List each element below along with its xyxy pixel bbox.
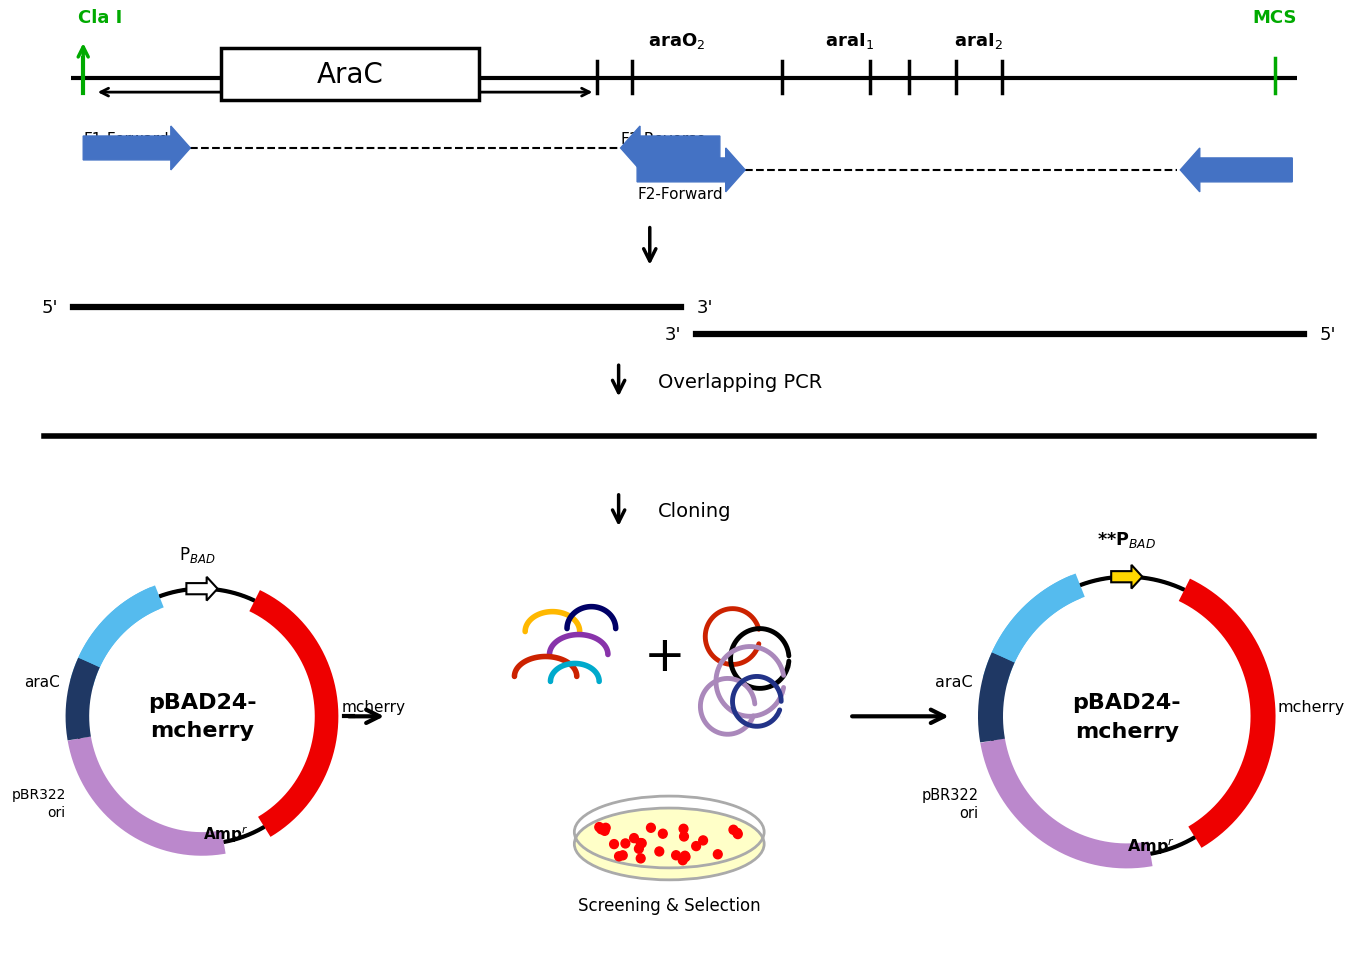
Circle shape	[681, 852, 690, 861]
Polygon shape	[186, 578, 217, 601]
Text: 5': 5'	[41, 299, 58, 317]
Polygon shape	[1181, 149, 1292, 192]
Text: Screening & Selection: Screening & Selection	[578, 896, 761, 914]
Text: Amp$^r$: Amp$^r$	[1127, 836, 1176, 856]
Text: **P$_{BAD}$: **P$_{BAD}$	[1097, 530, 1157, 550]
Circle shape	[614, 851, 624, 861]
Text: 3': 3'	[697, 299, 713, 317]
Circle shape	[678, 856, 688, 865]
Text: F1-Forward: F1-Forward	[83, 132, 169, 147]
Circle shape	[671, 850, 681, 860]
Text: mcherry: mcherry	[341, 699, 405, 714]
Text: Amp$^r$: Amp$^r$	[204, 825, 249, 845]
Text: pBR322: pBR322	[921, 787, 978, 801]
Text: araC: araC	[24, 675, 60, 689]
Circle shape	[713, 850, 722, 859]
Circle shape	[636, 839, 646, 848]
Circle shape	[680, 825, 688, 833]
Circle shape	[629, 834, 639, 843]
Text: AraC: AraC	[317, 62, 383, 89]
Text: F1-Reverse: F1-Reverse	[621, 132, 707, 147]
Circle shape	[655, 847, 663, 856]
Circle shape	[681, 851, 689, 860]
Polygon shape	[83, 127, 190, 171]
Circle shape	[637, 839, 646, 848]
Text: pBAD24-: pBAD24-	[148, 693, 257, 713]
Text: araC: araC	[935, 675, 973, 689]
Text: ori: ori	[48, 805, 65, 819]
Text: 5': 5'	[1320, 326, 1336, 344]
Circle shape	[597, 825, 606, 834]
Text: F2-Forward: F2-Forward	[637, 186, 723, 202]
Text: 3': 3'	[665, 326, 681, 344]
Polygon shape	[1112, 565, 1143, 589]
Text: pBAD24-: pBAD24-	[1072, 692, 1181, 712]
Circle shape	[601, 826, 609, 835]
Polygon shape	[621, 127, 720, 171]
Circle shape	[680, 832, 689, 841]
Circle shape	[699, 836, 708, 845]
Text: P$_{BAD}$: P$_{BAD}$	[179, 544, 215, 564]
Circle shape	[733, 828, 742, 837]
Text: mcherry: mcherry	[1075, 721, 1178, 741]
Ellipse shape	[575, 808, 764, 880]
Text: araI$_2$: araI$_2$	[954, 31, 1003, 51]
Circle shape	[601, 824, 610, 832]
Circle shape	[734, 829, 742, 839]
Text: Cloning: Cloning	[658, 502, 731, 521]
Circle shape	[692, 842, 700, 850]
Circle shape	[659, 829, 667, 838]
Text: araI$_1$: araI$_1$	[825, 31, 874, 51]
Text: +: +	[644, 633, 685, 680]
Text: mcherry: mcherry	[1277, 699, 1345, 714]
Circle shape	[635, 845, 643, 853]
Polygon shape	[637, 149, 745, 192]
Circle shape	[647, 824, 655, 832]
Bar	[222, 49, 480, 101]
Text: Overlapping PCR: Overlapping PCR	[658, 373, 822, 391]
Text: pBR322: pBR322	[11, 787, 65, 801]
Circle shape	[610, 840, 618, 849]
Circle shape	[728, 825, 738, 834]
Text: ori: ori	[959, 804, 978, 820]
Text: mcherry: mcherry	[149, 721, 254, 741]
Circle shape	[636, 854, 646, 863]
Circle shape	[595, 823, 603, 831]
Circle shape	[618, 850, 626, 860]
Circle shape	[621, 839, 629, 848]
Text: MCS: MCS	[1253, 10, 1296, 27]
Text: Cla I: Cla I	[79, 10, 122, 27]
Text: araO$_2$: araO$_2$	[648, 31, 705, 51]
